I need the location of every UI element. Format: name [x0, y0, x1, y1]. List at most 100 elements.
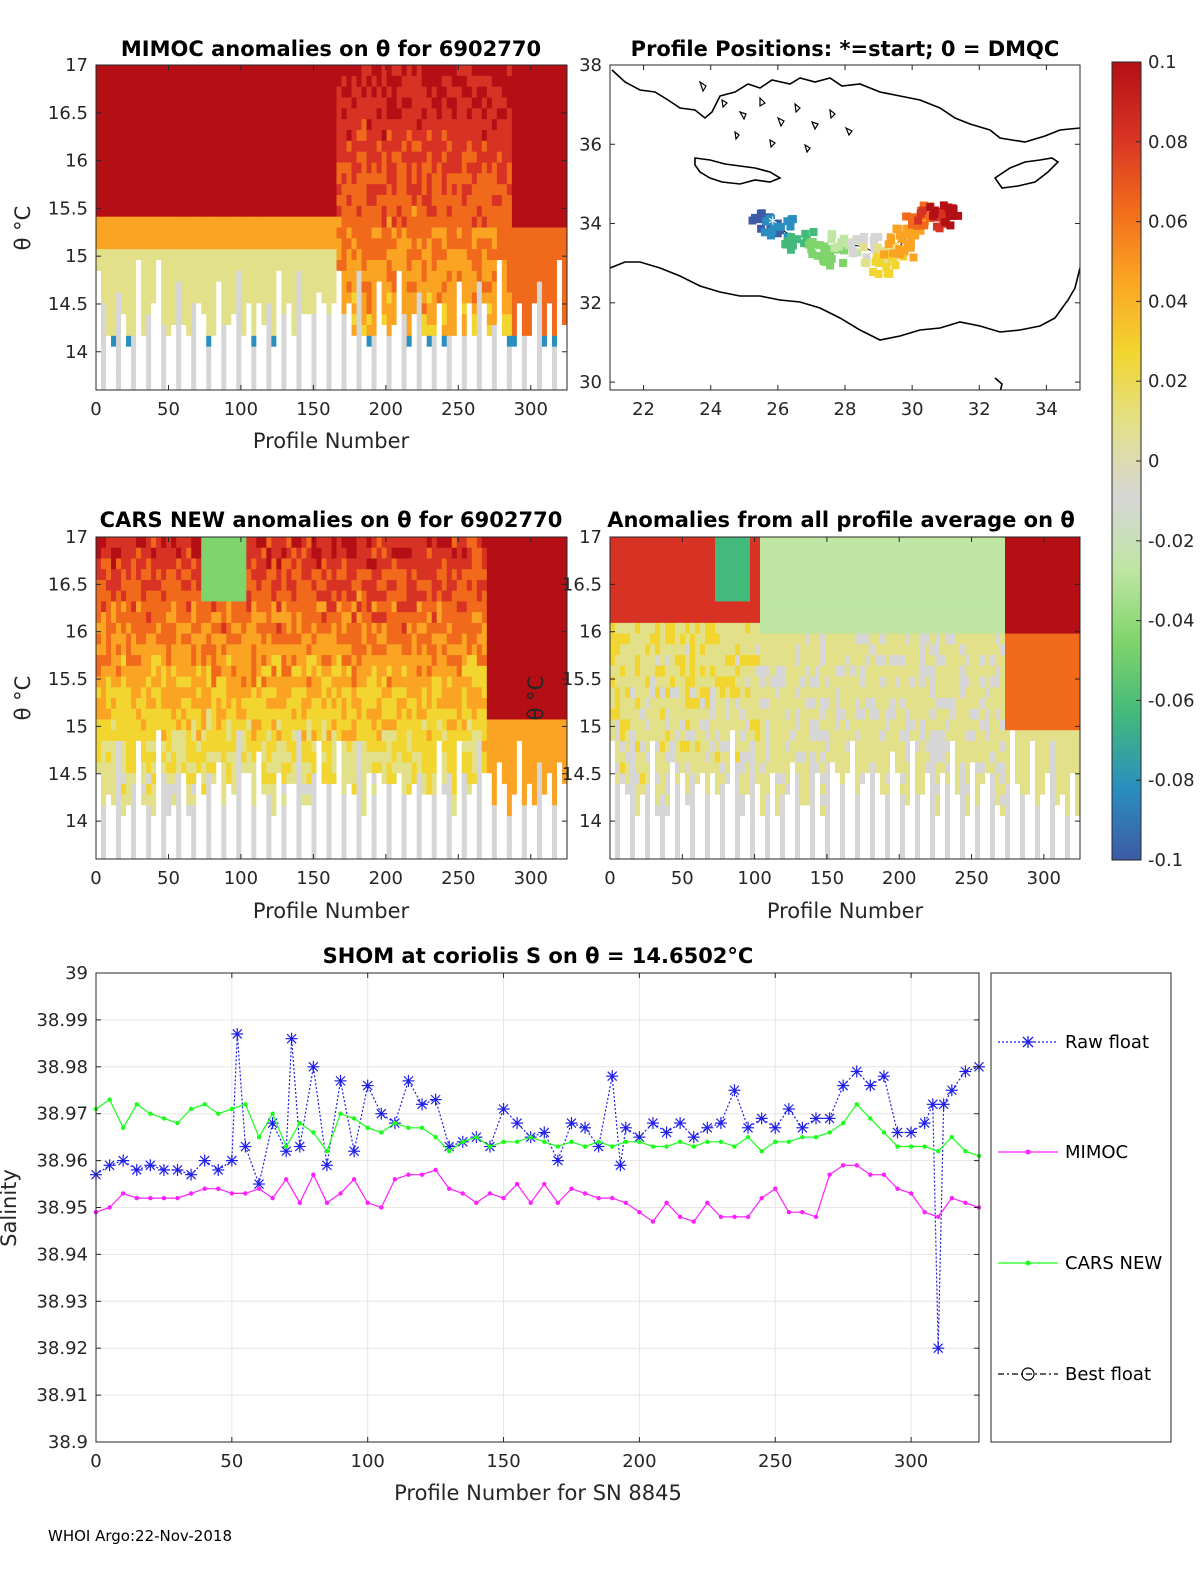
heatmap-cell [446, 97, 453, 109]
heatmap-cell [556, 292, 563, 304]
heatmap-cell [366, 216, 373, 229]
heatmap-cell [196, 75, 202, 88]
heatmap-cell [316, 151, 323, 164]
heatmap-cell [546, 108, 553, 120]
heatmap-cell [306, 547, 313, 560]
heatmap-cell [371, 260, 378, 272]
heatmap-cell [366, 579, 373, 592]
heatmap-cell [391, 805, 398, 817]
heatmap-cell [236, 281, 242, 294]
heatmap-cell [161, 794, 167, 806]
heatmap-cell [216, 346, 222, 359]
heatmap-cell [366, 612, 373, 624]
heatmap-cell [501, 238, 508, 250]
heatmap-cell [481, 75, 488, 88]
heatmap-cell [111, 314, 117, 326]
heatmap-cell [311, 569, 318, 581]
heatmap-cell [171, 238, 177, 250]
heatmap-cell [361, 346, 368, 359]
heatmap-cell [196, 130, 202, 142]
heatmap-cell [366, 335, 373, 348]
heatmap-cell [361, 130, 368, 142]
heatmap-cell [371, 687, 378, 699]
heatmap-cell [201, 368, 207, 380]
heatmap-cell [146, 612, 152, 624]
heatmap-cell [121, 558, 127, 570]
heatmap-cell [181, 119, 187, 131]
heatmap-cell [276, 119, 282, 131]
heatmap-cell [396, 281, 403, 294]
heatmap-cell [301, 379, 308, 390]
heatmap-cell [181, 281, 187, 294]
heatmap-cell [191, 86, 197, 99]
heatmap-cell [226, 75, 232, 88]
heatmap-cell [351, 751, 358, 763]
heatmap-cell [351, 547, 358, 560]
heatmap-cell [251, 130, 257, 142]
heatmap-cell [211, 335, 217, 348]
heatmap-cell [401, 314, 408, 326]
heatmap-cell [196, 281, 202, 294]
heatmap-cell [341, 270, 348, 283]
heatmap-cell [371, 75, 378, 88]
heatmap-cell [346, 676, 353, 688]
heatmap-cell [561, 260, 567, 272]
heatmap-cell [291, 205, 298, 218]
heatmap-cell [366, 65, 373, 77]
heatmap-cell [326, 162, 333, 174]
heatmap-cell [121, 379, 127, 390]
heatmap-cell [296, 65, 303, 77]
heatmap-cell [471, 162, 478, 174]
heatmap-cell [211, 826, 217, 839]
heatmap-cell [106, 687, 112, 699]
heatmap-cell [296, 108, 303, 120]
heatmap-cell [186, 644, 192, 656]
heatmap-cell [401, 86, 408, 99]
heatmap-cell [301, 773, 308, 785]
heatmap-cell [226, 816, 232, 828]
heatmap-cell [151, 751, 157, 763]
heatmap-cell [166, 238, 172, 250]
heatmap-cell [176, 151, 182, 164]
heatmap-cell [266, 655, 272, 667]
heatmap-cell [356, 547, 363, 560]
heatmap-cell [371, 848, 378, 859]
heatmap-cell [466, 108, 473, 120]
heatmap-cell [376, 281, 383, 294]
heatmap-cell [186, 547, 192, 560]
heatmap-cell [491, 195, 498, 207]
heatmap-cell [131, 569, 137, 581]
heatmap-cell [431, 140, 438, 153]
heatmap-cell [526, 119, 533, 131]
heatmap-cell [271, 719, 277, 731]
heatmap-cell [241, 195, 247, 207]
heatmap-cell [121, 848, 127, 859]
heatmap-cell [371, 335, 378, 348]
heatmap-cell [391, 665, 398, 678]
heatmap-cell [166, 773, 172, 785]
heatmap-cell [161, 379, 167, 390]
heatmap-cell [126, 633, 132, 645]
heatmap-cell [141, 612, 147, 624]
heatmap-cell [146, 794, 152, 806]
heatmap-cell [116, 292, 122, 304]
heatmap-cell [361, 783, 368, 796]
heatmap-cell [251, 622, 257, 635]
heatmap-cell [306, 119, 313, 131]
heatmap-cell [106, 579, 112, 592]
heatmap-cell [301, 579, 308, 592]
heatmap-cell [371, 140, 378, 153]
heatmap-cell [151, 140, 157, 153]
heatmap-cell [281, 260, 288, 272]
heatmap-cell [291, 379, 298, 390]
heatmap-cell [101, 325, 107, 337]
heatmap-cell [376, 173, 383, 185]
heatmap-cell [116, 708, 122, 721]
heatmap-cell [486, 86, 493, 99]
heatmap-cell [116, 238, 122, 250]
heatmap-cell [331, 357, 338, 369]
heatmap-cell [206, 783, 212, 796]
heatmap-cell [491, 227, 498, 239]
heatmap-cell [156, 751, 162, 763]
heatmap-cell [231, 130, 237, 142]
